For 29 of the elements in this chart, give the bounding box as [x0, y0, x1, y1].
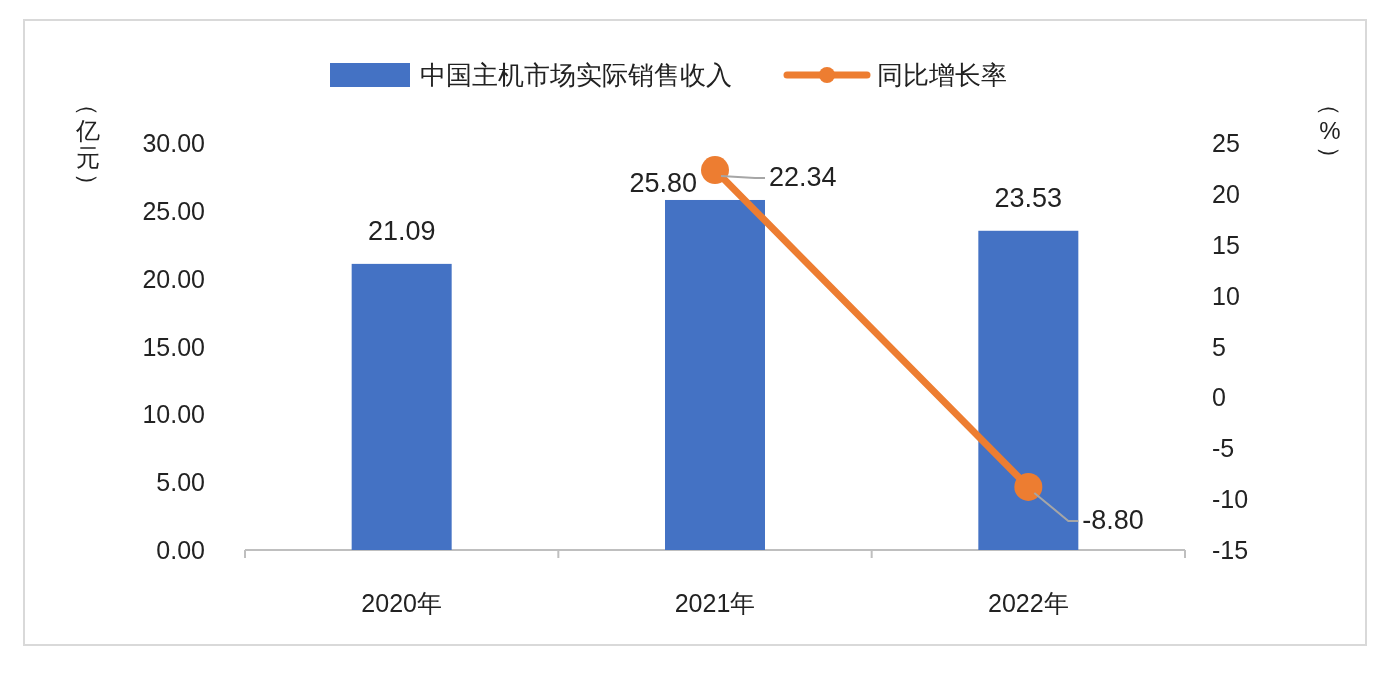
y2-tick-label: 25 [1212, 129, 1240, 157]
x-tick-label: 2021年 [674, 589, 756, 617]
y2-tick-label: 5 [1212, 332, 1226, 361]
y-tick-label: 25.00 [142, 196, 205, 225]
y2-tick-label: -5 [1212, 434, 1235, 463]
data-label: 21.09 [367, 215, 436, 246]
data-label: 25.80 [629, 167, 697, 198]
data-label: 22.34 [769, 162, 837, 193]
y2-tick-label: 20 [1212, 179, 1240, 208]
y2-tick-label: 10 [1212, 281, 1240, 310]
axis-title: （%） [1317, 92, 1344, 170]
x-tick-label: 2020年 [361, 589, 442, 617]
y-tick-label: 10.00 [142, 400, 205, 429]
x-tick-label: 2022年 [988, 589, 1069, 617]
y-tick-label: 20.00 [142, 264, 205, 293]
y-tick-label: 5.00 [156, 468, 205, 497]
y2-tick-label: -10 [1212, 485, 1249, 514]
y-tick-label: 0.00 [156, 536, 205, 564]
y2-tick-label: 15 [1212, 230, 1240, 259]
data-label: 23.53 [994, 182, 1063, 213]
bar [351, 263, 452, 550]
y-tick-label: 30.00 [142, 129, 205, 157]
axis-title: （亿元） [75, 92, 102, 197]
legend-label: 中国主机市场实际销售收入 [420, 60, 732, 90]
legend-label: 同比增长率 [877, 60, 1007, 90]
y2-tick-label: -15 [1212, 536, 1249, 564]
y-tick-label: 15.00 [142, 332, 205, 361]
data-label: -8.80 [1082, 504, 1144, 535]
y2-tick-label: 0 [1212, 383, 1226, 412]
